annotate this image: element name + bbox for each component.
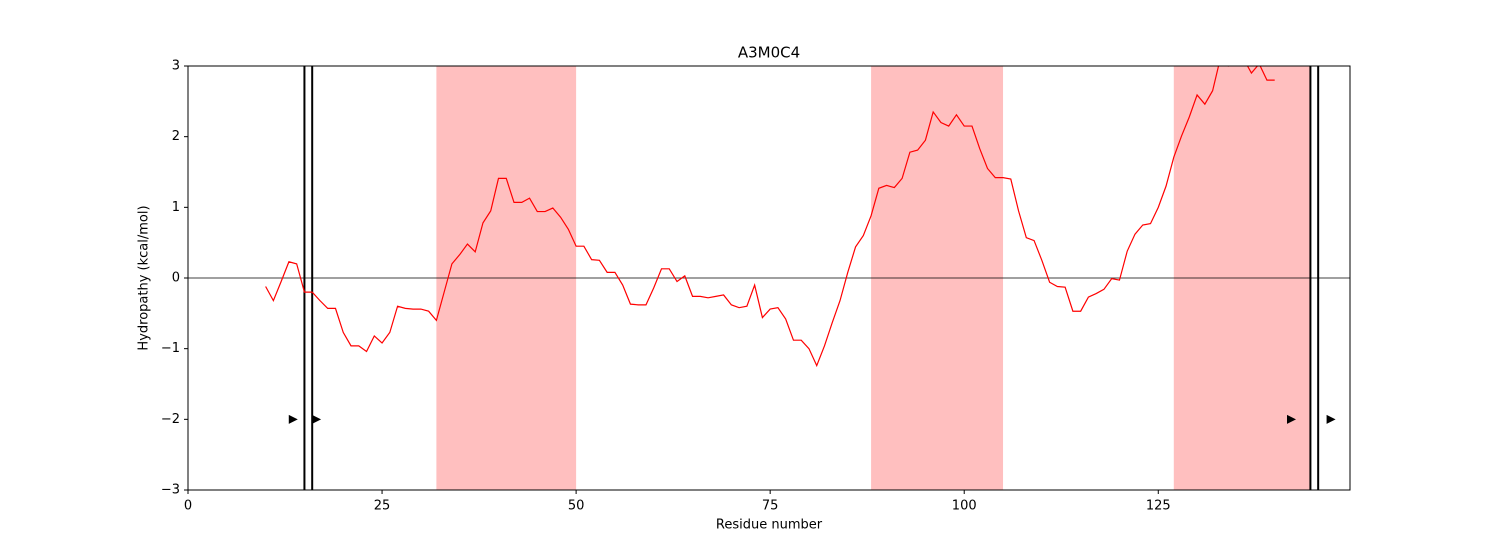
direction-marker (1326, 414, 1336, 424)
x-tick-label: 100 (952, 499, 977, 514)
x-tick-label: 25 (374, 499, 391, 514)
direction-marker (312, 414, 322, 424)
y-tick-label: −3 (161, 483, 180, 498)
chart-title: A3M0C4 (738, 44, 800, 62)
direction-marker (1287, 414, 1297, 424)
x-tick-label: 0 (184, 499, 192, 514)
x-tick-label: 50 (568, 499, 585, 514)
direction-marker (288, 414, 298, 424)
y-tick-label: 0 (172, 271, 180, 286)
hydropathy-line (265, 66, 1275, 368)
y-tick-label: 3 (172, 59, 180, 74)
y-tick-label: 1 (172, 200, 180, 215)
plot-area (188, 66, 1350, 490)
x-tick-label: 75 (762, 499, 779, 514)
y-tick-label: −1 (161, 341, 180, 356)
y-tick-label: 2 (172, 129, 180, 144)
y-axis-label: Hydropathy (kcal/mol) (137, 205, 152, 350)
y-tick-label: −2 (161, 412, 180, 427)
x-tick-label: 125 (1146, 499, 1171, 514)
x-axis-label: Residue number (716, 518, 823, 533)
